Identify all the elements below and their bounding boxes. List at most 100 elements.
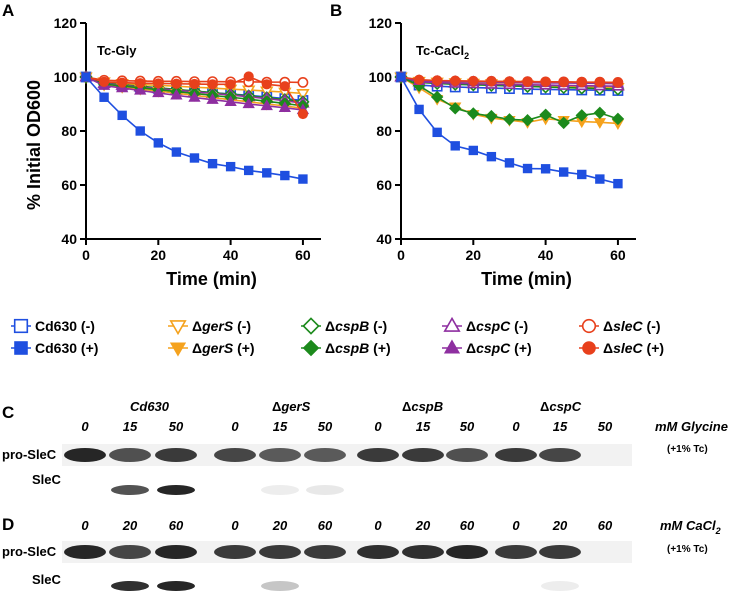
- a-point-slec: [225, 79, 236, 90]
- pro-slec-band: [446, 545, 488, 559]
- b-point-slec: [558, 77, 569, 88]
- legend-label-suffix: (+): [510, 340, 531, 356]
- legend-label-suffix: (-): [233, 318, 251, 334]
- pro-slec-band: [357, 448, 399, 462]
- a-series-slec: [80, 71, 309, 120]
- slec-band: [157, 485, 195, 495]
- b-point-slec: [594, 77, 605, 88]
- slec-band: [111, 485, 149, 495]
- pro-slec-band: [64, 545, 106, 559]
- a-point-slec: [189, 78, 200, 90]
- legend-marker-icon: [14, 341, 28, 355]
- blot-c-row-slec: SleC: [32, 472, 62, 487]
- legend-item: Cd630 (-): [11, 318, 95, 334]
- blot-c-bands: [62, 444, 632, 495]
- pro-slec-band: [214, 448, 256, 462]
- b-point-cspb: [485, 109, 498, 123]
- blot-d-concentration: 0: [81, 518, 89, 533]
- slec-band: [157, 581, 195, 591]
- b-point-slec: [576, 77, 587, 88]
- legend-label-suffix: (-): [510, 318, 528, 334]
- blot-c-concentration: 15: [416, 419, 431, 434]
- b-point-cd630: [504, 158, 515, 168]
- panel-letter-d: D: [2, 515, 14, 534]
- y-axis-label: % Initial OD600: [24, 80, 44, 210]
- a-point-slec: [171, 78, 182, 89]
- a-point-slec: [135, 78, 146, 89]
- b-point-cspb: [593, 106, 607, 120]
- legend-label-name: cspB: [335, 318, 369, 334]
- a-point-cspc: [278, 101, 292, 112]
- y-tick-label: 80: [376, 123, 392, 139]
- a-point-slec: [243, 71, 254, 82]
- blot-c-row-prosleC: pro-SleC: [2, 447, 57, 462]
- legend: Cd630 (-)Cd630 (+)ΔgerS (-)ΔgerS (+)Δcsp…: [11, 316, 664, 357]
- legend-label: ΔcspB (-): [325, 318, 387, 334]
- panel-letter-b: B: [330, 1, 342, 20]
- pro-slec-band: [357, 545, 399, 559]
- a-point-slec: [279, 81, 290, 92]
- blot-c-concentration: 0: [374, 419, 382, 434]
- blot-d-concentration: 60: [318, 518, 333, 533]
- y-tick-label: 40: [376, 231, 392, 247]
- blot-c-strain-cspb: ΔcspB: [402, 399, 443, 414]
- legend-label-name: cspC: [476, 340, 511, 356]
- blot-d-concentration: 60: [460, 518, 475, 533]
- blot-c-concentration: 15: [553, 419, 568, 434]
- a-point-cd630: [135, 126, 145, 136]
- legend-label: ΔcspC (+): [466, 340, 532, 356]
- x-tick-label: 20: [466, 247, 482, 263]
- blot-d-concentration: 0: [512, 518, 520, 533]
- y-tick-label: 100: [369, 69, 393, 85]
- a-point-cspc: [224, 95, 237, 107]
- slec-band: [261, 581, 299, 591]
- legend-item: ΔgerS (+): [168, 340, 255, 357]
- blot-d-concentration: 20: [272, 518, 288, 533]
- chart-b: 40 60 80 100 120 0 20 40 60 Time (min): [369, 15, 636, 289]
- b-point-slec: [468, 75, 479, 87]
- blot-c-concentration: 50: [598, 419, 613, 434]
- a-point-slec: [207, 79, 218, 90]
- blot-c-unit: mM Glycine: [655, 419, 728, 434]
- legend-label: ΔcspB (+): [325, 340, 391, 356]
- pro-slec-band: [155, 545, 197, 559]
- blot-d-concentration: 60: [169, 518, 184, 533]
- a-point-cd630: [298, 174, 308, 184]
- legend-label-suffix: (+): [643, 340, 664, 356]
- legend-marker-icon: [169, 342, 187, 357]
- blot-d-row-prosleC: pro-SleC: [2, 544, 57, 559]
- blot-c-concentration: 0: [231, 419, 239, 434]
- pro-slec-band: [402, 448, 444, 462]
- y-tick-label: 60: [61, 177, 77, 193]
- blot-c-strain-cspc-name: cspC: [549, 399, 581, 414]
- a-series-cd630: [81, 72, 308, 184]
- b-point-slec: [522, 76, 533, 87]
- a-point-cd630: [189, 153, 200, 163]
- western-blot-d: 0 20 60 0 20 60 0 20 60 0 20 60 mM CaCl2 (+1% Tc) p…: [2, 518, 721, 591]
- pro-slec-band: [64, 448, 106, 462]
- b-point-slec: [413, 74, 425, 85]
- b-point-slec: [450, 75, 461, 86]
- b-point-cd630: [396, 72, 406, 82]
- b-series-cd630: [396, 72, 623, 189]
- blot-c-concentration: 0: [512, 419, 520, 434]
- legend-marker-icon: [443, 316, 461, 332]
- a-point-cd630: [153, 138, 164, 148]
- legend-marker-icon: [13, 318, 29, 334]
- b-point-cspb: [467, 107, 480, 120]
- b-point-cd630: [613, 178, 623, 189]
- legend-label-suffix: (+): [77, 340, 98, 356]
- blot-d-concentration: 20: [122, 518, 138, 533]
- b-point-slec: [504, 76, 515, 87]
- blot-c-concentration: 15: [123, 419, 138, 434]
- pro-slec-band: [304, 545, 346, 559]
- b-point-cd630: [595, 174, 605, 184]
- legend-label-name: sleC: [613, 340, 643, 356]
- pro-slec-band: [402, 545, 444, 559]
- a-point-cd630: [207, 158, 218, 169]
- x-tick-label: 60: [610, 247, 626, 263]
- a-point-slec: [297, 77, 309, 88]
- blot-c-concentration: 50: [169, 419, 184, 434]
- x-tick-label: 40: [538, 247, 554, 263]
- b-point-cd630: [540, 164, 551, 174]
